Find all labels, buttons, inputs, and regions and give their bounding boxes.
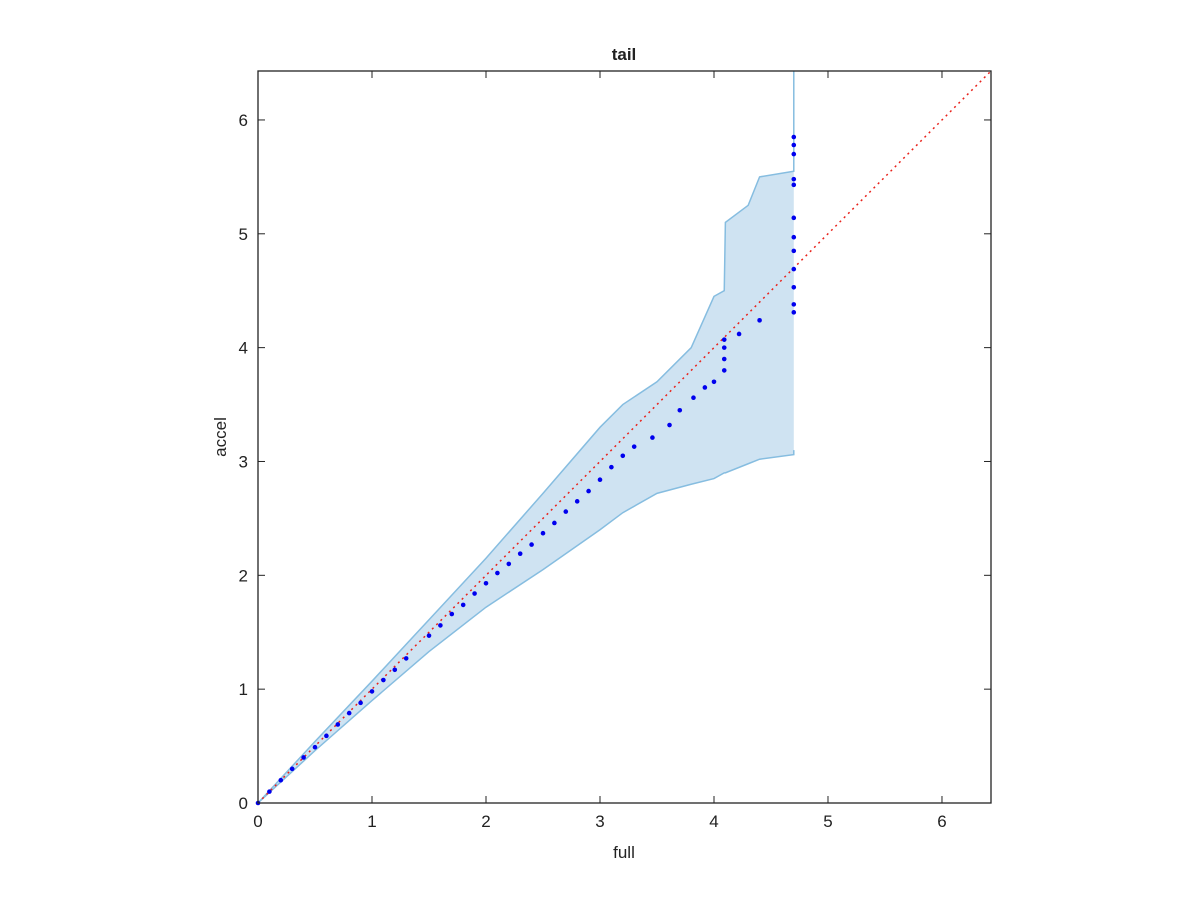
data-point: [301, 755, 306, 760]
data-point: [278, 777, 284, 783]
y-axis-label: accel: [211, 417, 230, 457]
data-point: [721, 337, 727, 342]
data-point: [267, 789, 272, 794]
plot-frame: [257, 70, 992, 804]
data-point: [312, 744, 318, 750]
data-point: [677, 407, 683, 413]
confidence-band: [258, 71, 794, 803]
y-tick-label: 3: [239, 452, 248, 471]
x-tick-label: 0: [253, 812, 262, 831]
data-point: [289, 766, 295, 772]
data-point: [609, 464, 614, 470]
data-point: [552, 520, 557, 526]
data-point: [586, 488, 591, 494]
data-point: [736, 331, 742, 337]
data-point: [483, 580, 489, 586]
data-point: [403, 656, 409, 661]
data-point: [472, 591, 477, 596]
data-point: [791, 151, 797, 157]
data-point: [791, 302, 797, 307]
data-point: [540, 530, 546, 536]
x-tick-label: 3: [595, 812, 604, 831]
x-tick-label: 2: [481, 812, 490, 831]
data-point: [791, 182, 797, 188]
data-point: [791, 310, 797, 315]
data-point: [324, 733, 329, 739]
data-point: [631, 444, 637, 449]
data-point: [506, 561, 512, 567]
y-tick-label: 0: [239, 794, 248, 813]
data-point: [650, 435, 655, 440]
data-point: [495, 570, 500, 576]
data-point: [529, 542, 534, 547]
data-point: [791, 142, 797, 148]
data-point: [791, 215, 797, 221]
data-point: [791, 134, 797, 140]
data-point: [721, 368, 727, 373]
y-tick-label: 2: [239, 566, 248, 585]
y-tick-label: 5: [239, 225, 248, 244]
x-tick-label: 6: [937, 812, 946, 831]
data-point: [667, 422, 672, 428]
y-tick-label: 6: [239, 111, 248, 130]
x-tick-label: 4: [709, 812, 718, 831]
data-point: [711, 379, 717, 385]
data-point: [574, 499, 580, 504]
data-point: [702, 385, 708, 390]
data-point: [426, 633, 432, 638]
data-point: [721, 345, 727, 350]
data-point: [392, 667, 398, 673]
data-point: [346, 710, 352, 716]
y-tick-label: 4: [239, 339, 248, 358]
band-lower-edge: [257, 450, 795, 804]
data-point: [791, 248, 797, 254]
data-point: [460, 602, 466, 608]
data-point: [449, 611, 455, 617]
chart-title: tail: [612, 45, 637, 64]
data-point: [597, 477, 603, 482]
data-point: [721, 356, 727, 362]
band-upper-edge: [257, 71, 795, 804]
data-point: [438, 623, 443, 628]
data-point: [563, 509, 569, 514]
data-point: [757, 318, 762, 323]
data-point: [381, 677, 386, 683]
data-point: [791, 284, 797, 290]
data-point: [517, 551, 523, 556]
data-point: [369, 689, 375, 694]
data-point: [791, 266, 797, 272]
data-point: [791, 176, 797, 182]
x-axis-label: full: [613, 843, 635, 862]
x-tick-label: 1: [367, 812, 376, 831]
data-point: [691, 395, 696, 401]
data-point: [620, 453, 626, 459]
data-point: [358, 700, 363, 706]
data-point: [335, 722, 341, 727]
reference-line: [257, 70, 992, 804]
data-point: [791, 234, 797, 240]
y-tick-label: 1: [239, 680, 248, 699]
x-tick-label: 5: [823, 812, 832, 831]
